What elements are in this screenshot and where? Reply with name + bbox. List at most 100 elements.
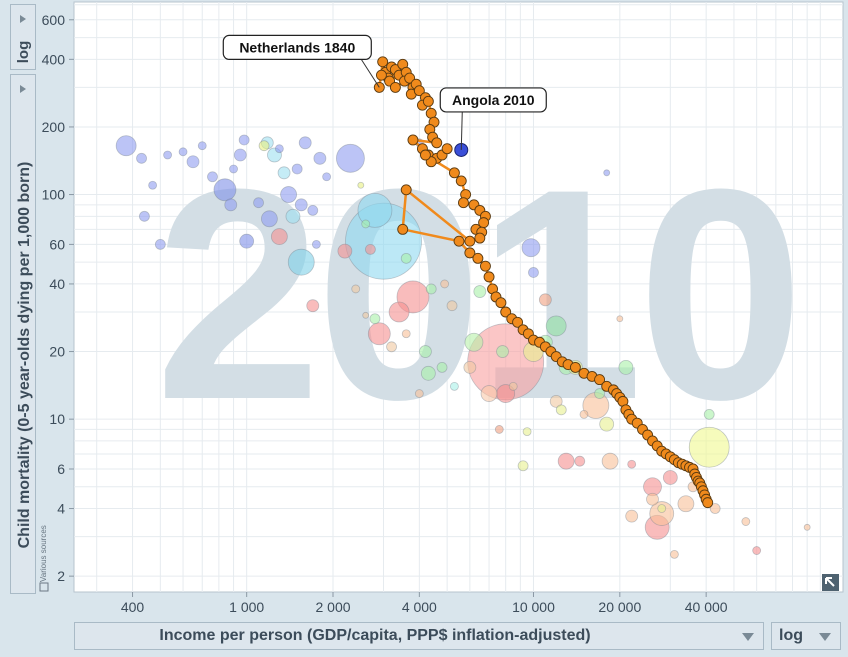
trail-point (453, 235, 465, 247)
trail-point (448, 167, 460, 179)
country-bubble (388, 301, 410, 323)
trail-point (377, 56, 389, 68)
trail-point (375, 69, 387, 81)
country-bubble (154, 238, 166, 250)
trail-point (441, 143, 453, 155)
y-scale-selector[interactable]: log (10, 4, 36, 70)
country-bubble (277, 166, 291, 180)
country-bubble (436, 361, 448, 373)
country-bubble (657, 504, 667, 513)
annotation-netherlands-1840: Netherlands 1840 (239, 39, 355, 55)
trail-point (512, 316, 524, 328)
country-bubble (662, 470, 678, 485)
trail-point (495, 297, 507, 309)
country-bubble (709, 503, 721, 514)
country-bubble (233, 148, 247, 162)
country-bubble (291, 163, 303, 175)
trail-point (569, 361, 581, 373)
country-bubble (646, 492, 659, 506)
country-bubble (627, 459, 637, 469)
country-bubble (545, 315, 567, 337)
country-bubble (494, 425, 504, 434)
y-indicator-arrow-icon (20, 85, 26, 93)
country-bubble (420, 365, 436, 381)
trail-point (422, 95, 434, 107)
y-tick-label: 10 (49, 411, 65, 427)
country-bubble (163, 150, 172, 160)
country-bubble (313, 151, 327, 165)
country-bubble (473, 285, 487, 298)
country-bubble (425, 283, 437, 295)
country-bubble (357, 181, 365, 189)
expand-icon[interactable] (822, 574, 839, 591)
country-bubble (618, 359, 634, 375)
y-axis-indicator-selector[interactable]: Child mortality (0-5 year-olds dying per… (10, 74, 36, 594)
country-bubble (260, 210, 278, 228)
country-bubble (229, 164, 238, 174)
country-bubble (401, 329, 411, 339)
x-tick-label: 10 000 (512, 599, 555, 615)
x-tick-label: 4 000 (402, 599, 437, 615)
trail-point (474, 232, 486, 244)
trail-point (702, 497, 714, 509)
country-bubble (616, 315, 624, 323)
country-bubble (322, 172, 332, 182)
annotation-leader-line (460, 111, 463, 150)
country-bubble (148, 180, 158, 190)
x-scale-selector[interactable]: log (771, 622, 841, 650)
country-bubble (386, 341, 397, 353)
trail-point (431, 137, 443, 149)
country-bubble (186, 155, 200, 169)
country-bubble (253, 197, 264, 209)
country-bubble (287, 248, 315, 276)
trail-point (455, 175, 467, 187)
trail-point (389, 81, 401, 93)
country-bubble (362, 311, 370, 319)
trail-point (407, 134, 419, 146)
country-bubble (557, 452, 575, 470)
country-bubble (239, 233, 255, 249)
country-bubble (517, 460, 529, 472)
trail-point (483, 271, 495, 283)
country-bubble (351, 284, 361, 294)
x-tick-label: 20 000 (598, 599, 641, 615)
y-scale-arrow-icon (20, 15, 26, 23)
country-bubble (440, 279, 450, 289)
country-bubble (369, 313, 381, 325)
y-scale-label: log (15, 41, 32, 64)
y-axis-title: Child mortality (0-5 year-olds dying per… (16, 162, 33, 549)
y-tick-label: 400 (42, 51, 66, 67)
country-bubble (574, 455, 586, 467)
country-bubble (603, 169, 611, 177)
country-bubble (298, 136, 312, 150)
trail-point (400, 184, 412, 196)
country-bubble (400, 252, 412, 264)
country-bubble (549, 394, 563, 408)
y-tick-label: 200 (42, 119, 66, 135)
trail-point (413, 85, 425, 97)
trail-point (594, 374, 606, 386)
country-bubble (364, 243, 376, 255)
country-bubble (594, 388, 605, 399)
country-bubble (213, 178, 237, 202)
y-tick-label: 40 (49, 276, 65, 292)
table-grid-icon (39, 582, 49, 592)
y-tick-label: 100 (42, 187, 66, 203)
country-bubble (677, 495, 695, 513)
country-bubble (139, 210, 150, 222)
country-bubble (649, 501, 675, 526)
trail-point (464, 235, 476, 247)
country-bubble (803, 523, 811, 531)
country-bubble (450, 381, 459, 391)
x-indicator-dropdown-icon (742, 633, 754, 641)
country-bubble (703, 408, 715, 420)
trail-point (464, 247, 476, 259)
country-bubble (508, 381, 518, 391)
country-bubble (752, 546, 762, 555)
country-bubble (414, 389, 424, 398)
country-bubble (446, 300, 458, 312)
country-bubble (579, 409, 589, 419)
country-bubble (306, 299, 320, 313)
x-axis-indicator-selector[interactable]: Income per person (GDP/capita, PPP$ infl… (74, 622, 764, 650)
